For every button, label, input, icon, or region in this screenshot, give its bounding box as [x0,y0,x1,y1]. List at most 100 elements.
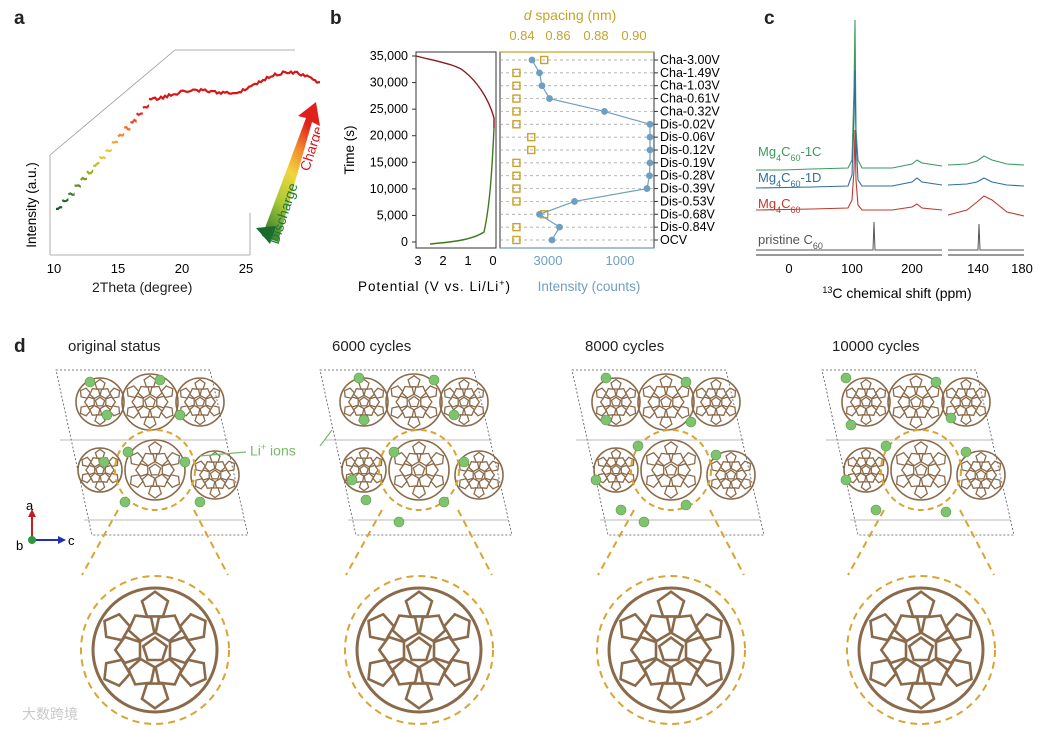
fullerene-small [941,377,991,427]
panel-d-letter: d [14,336,26,357]
nmr-trace-pristine [756,221,942,251]
time-tick: 5,000 [377,208,408,222]
axis-c-label: c [68,533,75,548]
intensity-point [646,172,653,180]
charge-curve [415,55,495,128]
li-ion [353,372,365,384]
li-ion [458,456,470,468]
dspacing-point [512,235,521,245]
structure-panel-0 [55,369,249,725]
li-ion [119,496,131,508]
fullerene-small [841,377,891,427]
state-label: Dis-0.39V [660,182,716,196]
dspacing-point [527,132,536,142]
watermark: 大数跨境 [22,706,78,722]
fullerene-small [341,447,387,493]
charge-discharge-arrow [262,102,320,242]
li-ion [448,409,460,421]
intensity-point [528,56,536,64]
label-mg4c60: Mg4C60 [758,196,800,215]
intensity-frame [499,51,655,249]
discharge-arrowhead [256,226,276,244]
zoom-circle [344,575,494,725]
li-ion [945,412,957,424]
fullerene-small [439,377,489,427]
intensity-point [571,198,578,205]
panel-d-title-10000: 10000 cycles [832,338,920,355]
li-ion [638,516,650,528]
intensity-point [646,120,654,128]
zoom-line [597,509,635,576]
time-tick: 0 [401,235,408,249]
state-label: Cha-3.00V [660,53,720,67]
highlight-circle [114,429,196,511]
state-label: OCV [660,233,688,247]
panel-a-waterfall: 10 15 20 25 Intensity (a.u.) Discharge C… [24,49,320,275]
label-mg4c60-1c: Mg4C60-1C [758,144,821,163]
nmr-tick: 0 [785,261,792,276]
li-ion [845,419,857,431]
state-labels: Cha-3.00VCha-1.49VCha-1.03VCha-0.61VCha-… [660,53,720,247]
nmr-tick: 180 [1011,261,1033,276]
li-ion [600,414,612,426]
dspacing-axis-label-rest: spacing (nm) [531,7,616,23]
state-label: Dis-0.02V [660,117,716,131]
fullerene-small [843,447,889,493]
fullerene-center [890,439,952,501]
li-ion [615,504,627,516]
fullerene-center [124,439,186,501]
state-label: Dis-0.28V [660,169,716,183]
zoom-line [457,509,493,576]
dspacing-tick: 0.84 [509,28,534,43]
fullerene-small [591,377,641,427]
li-ion [960,446,972,458]
potential-tick: 1 [464,253,471,268]
zoom-line [193,509,229,576]
li-ion [940,506,952,518]
dspacing-point [512,107,521,116]
panel-c-nmr: Mg4C60-1C Mg4C60-1D Mg4C60 pristine C60 … [755,19,1033,301]
time-tick: 20,000 [370,129,408,143]
dspacing-point [527,145,536,155]
state-label: Dis-0.06V [660,130,716,144]
fullerene-small [385,373,443,431]
dspacing-point [512,68,521,78]
dspacing-tick: 0.90 [621,28,646,43]
li-ion [346,474,358,486]
potential-frame [415,51,497,249]
nmr-zoom-1c [947,155,1025,166]
zoom-line [81,509,119,576]
li-ion [680,499,692,511]
panel-d-structures [55,369,1015,725]
fullerene-center [388,439,450,501]
state-gridlines [500,59,658,241]
label-mg4c60-1d: Mg4C60-1D [758,170,821,189]
time-tick: 15,000 [370,155,408,169]
spectrum-fill [149,71,320,111]
crystal-axes-indicator: a b c [16,498,75,553]
dspacing-point [512,120,521,129]
li-ion [358,414,370,426]
li-pointer [319,429,333,447]
potential-axis-label-sup: + [499,278,504,288]
dspacing-point [539,55,549,65]
state-label: Dis-0.12V [660,143,716,157]
axis-a-label: a [26,498,34,513]
nmr-xlabel: 13C chemical shift (ppm) [822,285,971,301]
fullerene-small [706,450,756,500]
intensity-point [646,146,654,154]
li-ion [154,374,166,386]
li-ion [840,474,852,486]
li-pointer [199,451,247,457]
intensity-points [528,56,654,244]
fullerene-zoom [91,586,219,714]
panel-a-spectra [56,70,320,220]
dspacing-point [512,171,521,180]
li-ion [870,504,882,516]
panel-c-letter: c [764,8,775,29]
fullerene-small [190,450,240,500]
zoom-line [345,509,383,576]
li-ion [685,416,697,428]
dspacing-tick: 0.86 [545,28,570,43]
potential-tick: 0 [489,253,496,268]
